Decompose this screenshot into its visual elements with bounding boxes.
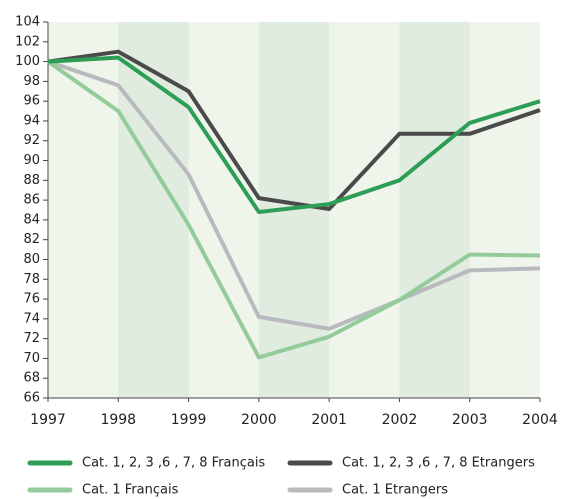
x-tick-label: 1998 <box>100 412 136 428</box>
y-tick-label: 80 <box>23 252 40 267</box>
legend-label: Cat. 1 Français <box>82 483 179 498</box>
y-tick-label: 86 <box>23 193 40 208</box>
legend-label: Cat. 1, 2, 3 ,6 , 7, 8 Français <box>82 456 265 471</box>
y-tick-label: 88 <box>23 173 40 188</box>
y-tick-label: 102 <box>15 34 40 49</box>
x-tick-label: 1999 <box>171 412 207 428</box>
x-tick-label: 2003 <box>452 412 488 428</box>
y-tick-label: 74 <box>23 311 40 326</box>
legend-label: Cat. 1, 2, 3 ,6 , 7, 8 Etrangers <box>342 456 535 471</box>
x-tick-label: 2001 <box>311 412 347 428</box>
y-tick-label: 82 <box>23 232 40 247</box>
y-tick-label: 78 <box>23 272 40 287</box>
y-tick-label: 100 <box>15 54 40 69</box>
band <box>399 22 470 398</box>
y-tick-label: 76 <box>23 292 40 307</box>
x-tick-label: 1997 <box>30 412 66 428</box>
y-tick-label: 84 <box>23 212 40 227</box>
series-line <box>47 55 541 214</box>
x-tick-label: 2002 <box>382 412 418 428</box>
x-tick-label: 2000 <box>241 412 277 428</box>
series-line <box>47 59 541 331</box>
series-line <box>46 59 541 360</box>
y-tick-label: 70 <box>23 351 40 366</box>
x-tick-label: 2004 <box>522 412 558 428</box>
y-tick-label: 96 <box>23 94 40 109</box>
y-tick-label: 92 <box>23 133 40 148</box>
y-tick-label: 66 <box>23 391 40 406</box>
y-tick-label: 94 <box>23 113 40 128</box>
y-tick-label: 72 <box>23 331 40 346</box>
legend-label: Cat. 1 Etrangers <box>342 483 448 498</box>
y-tick-label: 68 <box>23 371 40 386</box>
y-tick-label: 90 <box>23 153 40 168</box>
y-tick-label: 104 <box>15 15 40 30</box>
y-tick-label: 98 <box>23 74 40 89</box>
